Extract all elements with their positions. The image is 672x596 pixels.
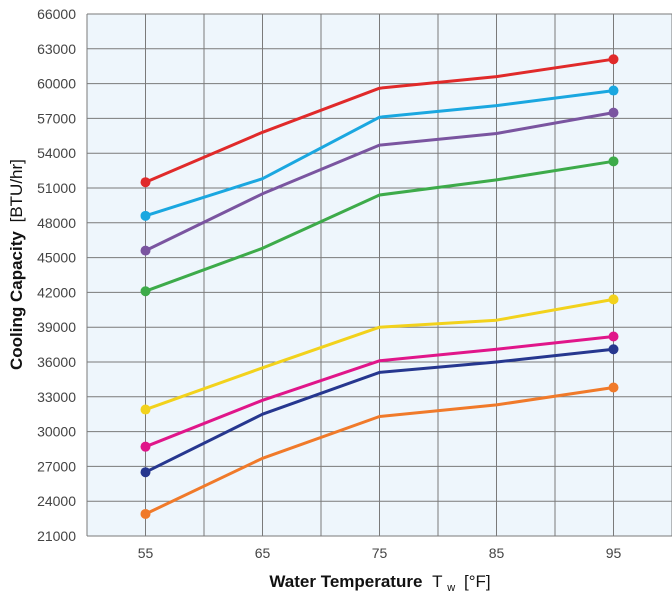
y-axis-label: Cooling Capacity <box>7 231 26 370</box>
y-tick-label: 30000 <box>37 424 76 440</box>
data-point <box>608 382 619 393</box>
data-point <box>608 85 619 96</box>
data-point <box>140 441 151 452</box>
y-tick-label: 21000 <box>37 528 76 544</box>
y-tick-label: 51000 <box>37 180 76 196</box>
y-tick-label: 42000 <box>37 284 76 300</box>
x-tick-labels: 55 65 75 85 95 <box>138 545 622 561</box>
series-group <box>140 54 619 519</box>
series-8 <box>140 382 619 519</box>
series-line <box>144 57 614 184</box>
series-line <box>144 386 614 516</box>
y-tick-label: 45000 <box>37 250 76 266</box>
series-2 <box>140 85 619 221</box>
series-line <box>144 347 614 474</box>
x-tick-label: 75 <box>372 545 388 561</box>
series-3 <box>140 107 619 256</box>
x-axis-label: Water Temperature <box>269 572 422 591</box>
series-6 <box>140 331 619 452</box>
x-axis-symbol: T <box>432 572 442 591</box>
series-line <box>144 159 614 293</box>
data-point <box>608 107 619 118</box>
y-tick-label: 27000 <box>37 458 76 474</box>
data-point <box>608 294 619 305</box>
y-tick-label: 33000 <box>37 389 76 405</box>
series-line <box>144 297 614 412</box>
y-tick-labels: 21000 24000 27000 30000 33000 36000 39000 42000… <box>37 6 76 544</box>
x-tick-label: 65 <box>255 545 271 561</box>
y-tick-label: 60000 <box>37 76 76 92</box>
data-point <box>608 54 619 65</box>
data-point <box>140 467 151 478</box>
data-point <box>608 344 619 355</box>
data-point <box>140 286 151 297</box>
x-axis-title: Water Temperature T w [°F] <box>269 572 490 595</box>
y-tick-label: 24000 <box>37 493 76 509</box>
x-tick-label: 85 <box>489 545 505 561</box>
data-point <box>140 177 151 188</box>
x-tick-label: 55 <box>138 545 154 561</box>
y-tick-label: 54000 <box>37 145 76 161</box>
series-line <box>144 111 614 252</box>
y-tick-label: 48000 <box>37 215 76 231</box>
x-axis-unit: [°F] <box>464 572 491 591</box>
series-4 <box>140 156 619 297</box>
data-point <box>608 331 619 342</box>
series-line <box>144 335 614 449</box>
y-tick-label: 63000 <box>37 41 76 57</box>
y-tick-label: 39000 <box>37 319 76 335</box>
data-point <box>608 156 619 167</box>
series-7 <box>140 344 619 478</box>
x-tick-label: 95 <box>606 545 622 561</box>
data-point <box>140 404 151 415</box>
data-point <box>140 245 151 256</box>
y-tick-label: 57000 <box>37 110 76 126</box>
y-tick-label: 66000 <box>37 6 76 22</box>
series-line <box>145 89 614 218</box>
series-1 <box>140 54 619 188</box>
gridlines <box>86 13 672 537</box>
y-axis-unit: [BTU/hr] <box>7 159 26 222</box>
y-tick-label: 36000 <box>37 354 76 370</box>
data-point <box>140 210 151 221</box>
data-point <box>140 508 151 519</box>
series-5 <box>140 294 619 415</box>
y-axis-title: Cooling Capacity [BTU/hr] <box>7 159 26 370</box>
x-axis-subscript: w <box>446 582 455 594</box>
